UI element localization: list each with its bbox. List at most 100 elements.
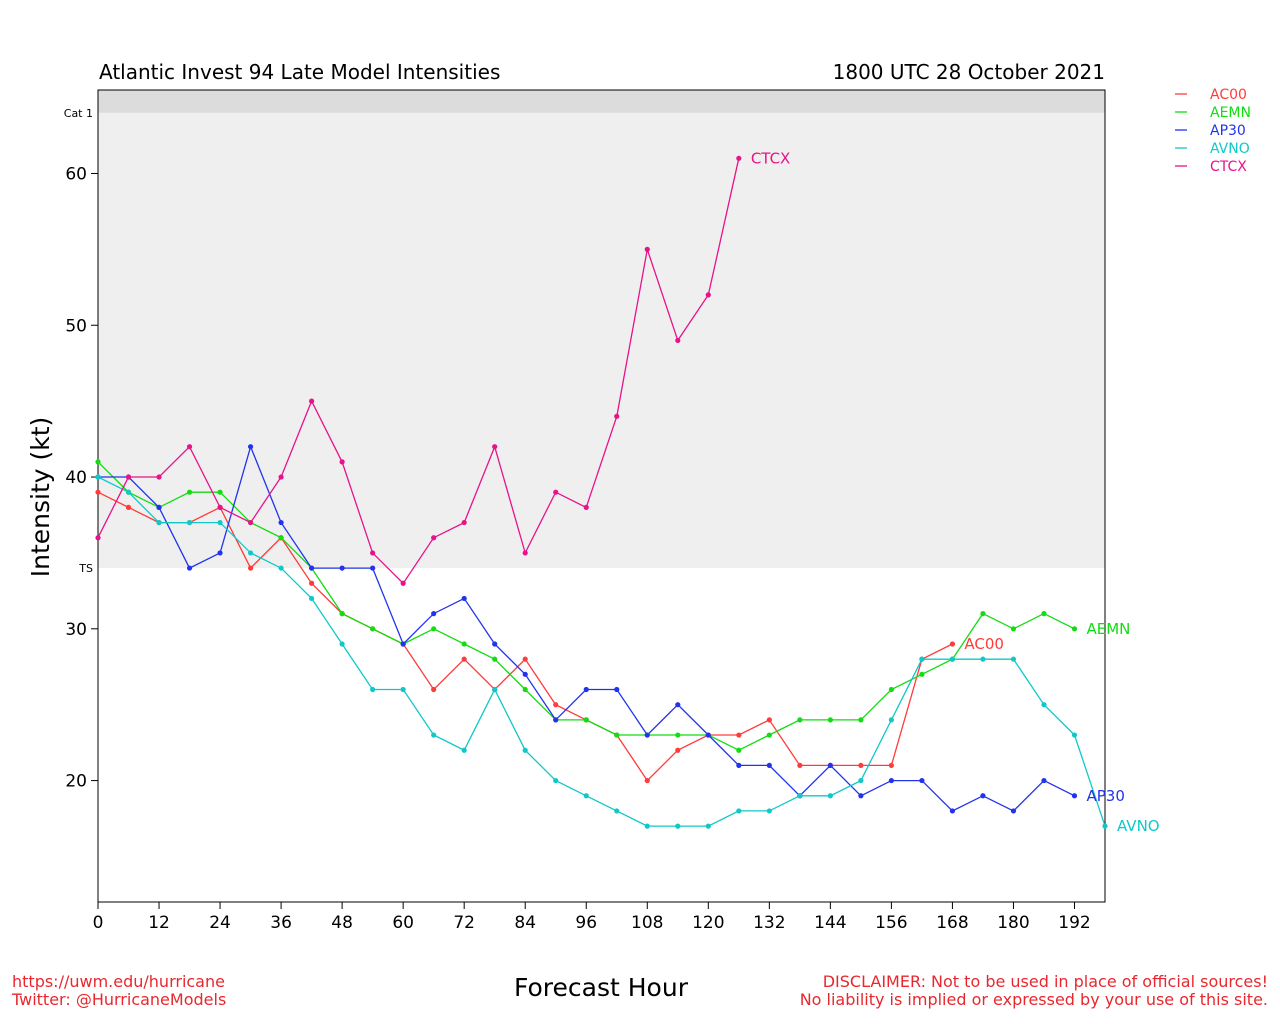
- plot-frame: [97, 89, 1106, 903]
- y-axis-ticks: 20 30 40 50 60: [65, 164, 98, 792]
- data-point-ctcx: [217, 504, 223, 510]
- data-point-avno: [1071, 732, 1078, 738]
- x-tick-label: 132: [753, 913, 785, 933]
- data-point-aemn: [1010, 626, 1017, 632]
- data-point-ctcx: [492, 444, 498, 450]
- x-tick-label: 156: [875, 913, 907, 933]
- x-tick-label: 72: [453, 913, 475, 933]
- data-point-avno: [614, 808, 620, 814]
- band-0: [98, 112, 1105, 569]
- data-point-avno: [186, 519, 193, 526]
- data-point-ap30: [339, 565, 345, 571]
- y-tick-label: 40: [65, 468, 87, 488]
- data-point-avno: [309, 595, 315, 602]
- data-point-avno: [705, 823, 711, 829]
- data-point-ctcx: [461, 519, 467, 526]
- data-point-avno: [766, 808, 772, 814]
- data-point-avno: [431, 732, 437, 738]
- data-point-aemn: [370, 626, 376, 632]
- data-point-ap30: [675, 702, 681, 708]
- data-point-avno: [919, 656, 925, 662]
- x-tick-label: 36: [270, 913, 292, 933]
- data-point-ctcx: [736, 155, 742, 161]
- legend-label: AC00: [1210, 87, 1247, 103]
- data-point-ctcx: [675, 337, 681, 344]
- data-point-ac00: [675, 747, 681, 753]
- data-point-ac00: [644, 777, 650, 784]
- data-point-avno: [797, 793, 803, 799]
- data-point-ac00: [766, 717, 772, 723]
- x-tick-label: 12: [148, 913, 170, 933]
- data-point-ctcx: [583, 504, 589, 510]
- data-point-ctcx: [614, 413, 620, 419]
- data-point-ctcx: [553, 489, 559, 495]
- data-point-ctcx: [247, 519, 254, 526]
- band-label: Cat 1: [64, 107, 93, 120]
- data-point-avno: [522, 747, 528, 753]
- data-point-ap30: [888, 777, 894, 784]
- series-end-label: AC00: [964, 635, 1004, 653]
- website-link[interactable]: https://uwm.edu/hurricane: [12, 972, 225, 991]
- data-point-avno: [583, 793, 589, 799]
- data-point-ctcx: [339, 459, 345, 465]
- data-point-avno: [217, 519, 223, 526]
- data-point-aemn: [675, 732, 681, 738]
- y-tick-label: 30: [65, 620, 87, 640]
- data-point-aemn: [186, 489, 193, 495]
- data-point-ac00: [858, 762, 864, 769]
- data-point-avno: [400, 686, 406, 693]
- data-point-avno: [125, 489, 132, 495]
- data-point-avno: [1102, 823, 1108, 829]
- data-point-ap30: [247, 444, 254, 450]
- data-point-ctcx: [156, 474, 162, 480]
- data-point-ac00: [125, 504, 132, 510]
- data-point-ap30: [1041, 777, 1047, 784]
- data-point-ap30: [644, 732, 650, 738]
- data-point-ac00: [461, 656, 467, 662]
- series-points: [95, 155, 1108, 829]
- data-point-ap30: [186, 565, 193, 571]
- data-point-ctcx: [95, 535, 101, 541]
- data-point-ac00: [736, 732, 742, 738]
- data-point-avno: [461, 747, 467, 753]
- footer-credits: https://uwm.edu/hurricane Twitter: @Hurr…: [12, 973, 226, 1009]
- data-point-ctcx: [309, 398, 315, 404]
- legend-label: AP30: [1210, 123, 1246, 139]
- data-point-ap30: [827, 762, 833, 769]
- data-point-aemn: [858, 717, 864, 723]
- data-point-ap30: [980, 793, 986, 799]
- x-tick-label: 168: [936, 913, 968, 933]
- chart-timestamp: 1800 UTC 28 October 2021: [833, 60, 1105, 84]
- series-end-labels: AC00 AEMN AP30 AVNO CTCX: [751, 149, 1160, 835]
- data-point-avno: [370, 686, 376, 693]
- data-point-aemn: [339, 611, 345, 617]
- data-point-ac00: [431, 686, 437, 693]
- footer-disclaimer: DISCLAIMER: Not to be used in place of o…: [800, 973, 1268, 1009]
- x-tick-label: 120: [692, 913, 724, 933]
- data-point-aemn: [583, 717, 589, 723]
- data-point-ctcx: [400, 580, 406, 586]
- data-point-ac00: [522, 656, 528, 662]
- data-point-avno: [339, 641, 345, 647]
- x-tick-label: 96: [575, 913, 597, 933]
- data-point-avno: [949, 656, 956, 662]
- data-point-ac00: [553, 702, 559, 708]
- data-point-aemn: [461, 641, 467, 647]
- data-point-ap30: [858, 793, 864, 799]
- data-point-ctcx: [431, 535, 437, 541]
- data-point-avno: [95, 474, 101, 480]
- twitter-link[interactable]: Twitter: @HurricaneModels: [12, 990, 227, 1009]
- data-point-avno: [1041, 702, 1047, 708]
- data-point-ac00: [309, 580, 315, 586]
- series-line-ctcx: [97, 158, 740, 585]
- data-point-avno: [675, 823, 681, 829]
- chart-title: Atlantic Invest 94 Late Model Intensitie…: [99, 60, 500, 84]
- legend-label: AEMN: [1210, 105, 1251, 121]
- x-tick-label: 192: [1058, 913, 1090, 933]
- disclaimer-line-1: DISCLAIMER: Not to be used in place of o…: [822, 972, 1268, 991]
- data-point-ap30: [736, 762, 742, 769]
- data-point-ctcx: [644, 246, 650, 252]
- data-point-avno: [553, 777, 559, 784]
- data-point-ctcx: [705, 292, 711, 298]
